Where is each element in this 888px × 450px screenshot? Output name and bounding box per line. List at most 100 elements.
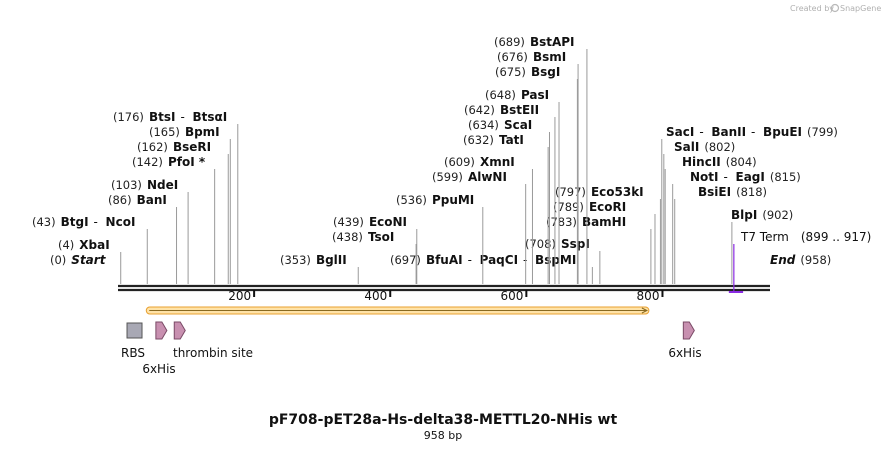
site-bglii: (353) BglII <box>280 253 347 267</box>
enzyme-name: PasI <box>521 88 549 102</box>
orf-arrow <box>145 306 650 315</box>
enzyme-name: EcoNI <box>369 215 407 229</box>
site-end: End (958) <box>770 253 831 267</box>
terminator-t7: T7 Term (899 .. 917) <box>728 230 871 293</box>
enzyme-name: TsoI <box>368 230 394 244</box>
site-position: (676) <box>497 50 528 64</box>
site-econi: (439) EcoNI <box>333 215 407 229</box>
site-bsmi: (676) BsmI <box>497 50 566 64</box>
site-noti-eagi: NotI - EagI (815) <box>690 170 801 184</box>
site-position: (697) <box>390 253 421 267</box>
enzyme-name: XmnI <box>480 155 515 169</box>
site-pfoi: (142) PfoI * <box>132 155 206 169</box>
site-position: (4) <box>58 238 74 252</box>
enzyme-name: BsiEI <box>698 185 731 199</box>
site-position: (675) <box>495 65 526 79</box>
enzyme-name: EcoRI <box>589 200 626 214</box>
site-bsteii: (642) BstEII <box>464 103 539 117</box>
site-position: (789) <box>553 200 584 214</box>
map-title: pF708-pET28a-Hs-delta38-METTL20-NHis wt <box>269 412 618 428</box>
site-xmni: (609) XmnI <box>444 155 515 169</box>
enzyme-name: BstAPI <box>530 35 575 49</box>
orf-arrow-head-icon <box>641 307 649 314</box>
site-saci-banii-bpuei: SacI - BanII - BpuEI (799) <box>666 125 838 139</box>
site-bani: (86) BanI <box>108 193 167 207</box>
site-position: (165) <box>149 125 180 139</box>
enzyme-name: BseRI <box>173 140 211 154</box>
feature-label: RBS <box>121 346 145 360</box>
site-position: (804) <box>726 155 757 169</box>
enzyme-name: AlwNI <box>468 170 507 184</box>
site-position: (599) <box>432 170 463 184</box>
site-position: (439) <box>333 215 364 229</box>
site-start: (0) Start <box>50 253 107 267</box>
feature-label: 6xHis <box>142 362 175 376</box>
enzyme-name: BamHI <box>582 215 626 229</box>
map-subtitle: 958 bp <box>424 429 462 442</box>
enzyme-name: BsmI <box>533 50 566 64</box>
site-position: (609) <box>444 155 475 169</box>
site-ecori: (789) EcoRI <box>553 200 626 214</box>
site-position: (632) <box>463 133 494 147</box>
enzyme-name: SspI <box>561 237 590 251</box>
feature-label: 6xHis <box>668 346 701 360</box>
site-position: (0) <box>50 253 66 267</box>
site-sali: SalI (802) <box>674 140 735 154</box>
enzyme-name: PfoI * <box>168 155 206 169</box>
site-position: (799) <box>807 125 838 139</box>
enzyme-name: BpuEI <box>763 125 802 139</box>
site-bseri: (162) BseRI <box>137 140 211 154</box>
site-position: (818) <box>736 185 767 199</box>
site-position: (176) <box>113 110 144 124</box>
site-ppumi: (536) PpuMI <box>396 193 474 207</box>
site-tsoi: (438) TsoI <box>332 230 394 244</box>
enzyme-name: BanI <box>137 193 167 207</box>
enzyme-name: End <box>770 253 796 267</box>
site-bsiei: BsiEI (818) <box>698 185 767 199</box>
site-position: (43) <box>32 215 56 229</box>
site-position: (103) <box>111 178 142 192</box>
enzyme-name: ScaI <box>504 118 532 132</box>
tag-arrow-icon <box>155 321 168 340</box>
enzyme-name: BtsαI <box>192 110 227 124</box>
site-bpmi: (165) BpmI <box>149 125 220 139</box>
site-scai: (634) ScaI <box>468 118 532 132</box>
site-position: (902) <box>762 208 793 222</box>
enzyme-name: BanII <box>711 125 746 139</box>
scale-tick-label: 800 <box>637 289 660 303</box>
enzyme-name: BfuAI <box>426 253 463 267</box>
site-sspi: (708) SspI <box>525 237 590 251</box>
terminator-name: T7 Term <box>740 230 789 244</box>
site-blpi: BlpI (902) <box>731 208 793 222</box>
scale-tick-label: 200 <box>228 289 251 303</box>
site-bsgi: (675) BsgI <box>495 65 560 79</box>
site-btsi-bts-i: (176) BtsI - BtsαI <box>113 110 227 124</box>
site-position: (708) <box>525 237 556 251</box>
tag-arrow-icon <box>173 321 186 340</box>
site-eco53ki: (797) Eco53kI <box>555 185 644 199</box>
tag-arrow-icon <box>682 321 695 340</box>
site-pasi: (648) PasI <box>485 88 549 102</box>
site-hincii: HincII (804) <box>682 155 757 169</box>
enzyme-name: BstEII <box>500 103 539 117</box>
credit-brand: SnapGene <box>840 4 881 13</box>
site-position: (642) <box>464 103 495 117</box>
enzyme-name: BglII <box>316 253 347 267</box>
site-position: (536) <box>396 193 427 207</box>
enzyme-name: PaqCI <box>480 253 518 267</box>
site-position: (353) <box>280 253 311 267</box>
site-position: (86) <box>108 193 132 207</box>
enzyme-name: BlpI <box>731 208 757 222</box>
enzyme-name: NcoI <box>106 215 136 229</box>
enzyme-name: SalI <box>674 140 699 154</box>
snapgene-credit: Created by SnapGene <box>790 3 881 13</box>
feature-rbs: RBS <box>121 322 145 360</box>
enzyme-name: NdeI <box>147 178 178 192</box>
feature-thrombin-site: thrombin site <box>173 321 253 360</box>
site-bstapi: (689) BstAPI <box>494 35 575 49</box>
site-bamhi: (783) BamHI <box>546 215 626 229</box>
site-alwni: (599) AlwNI <box>432 170 507 184</box>
site-position: (162) <box>137 140 168 154</box>
site-position: (815) <box>770 170 801 184</box>
rbs-box-icon <box>126 322 143 339</box>
